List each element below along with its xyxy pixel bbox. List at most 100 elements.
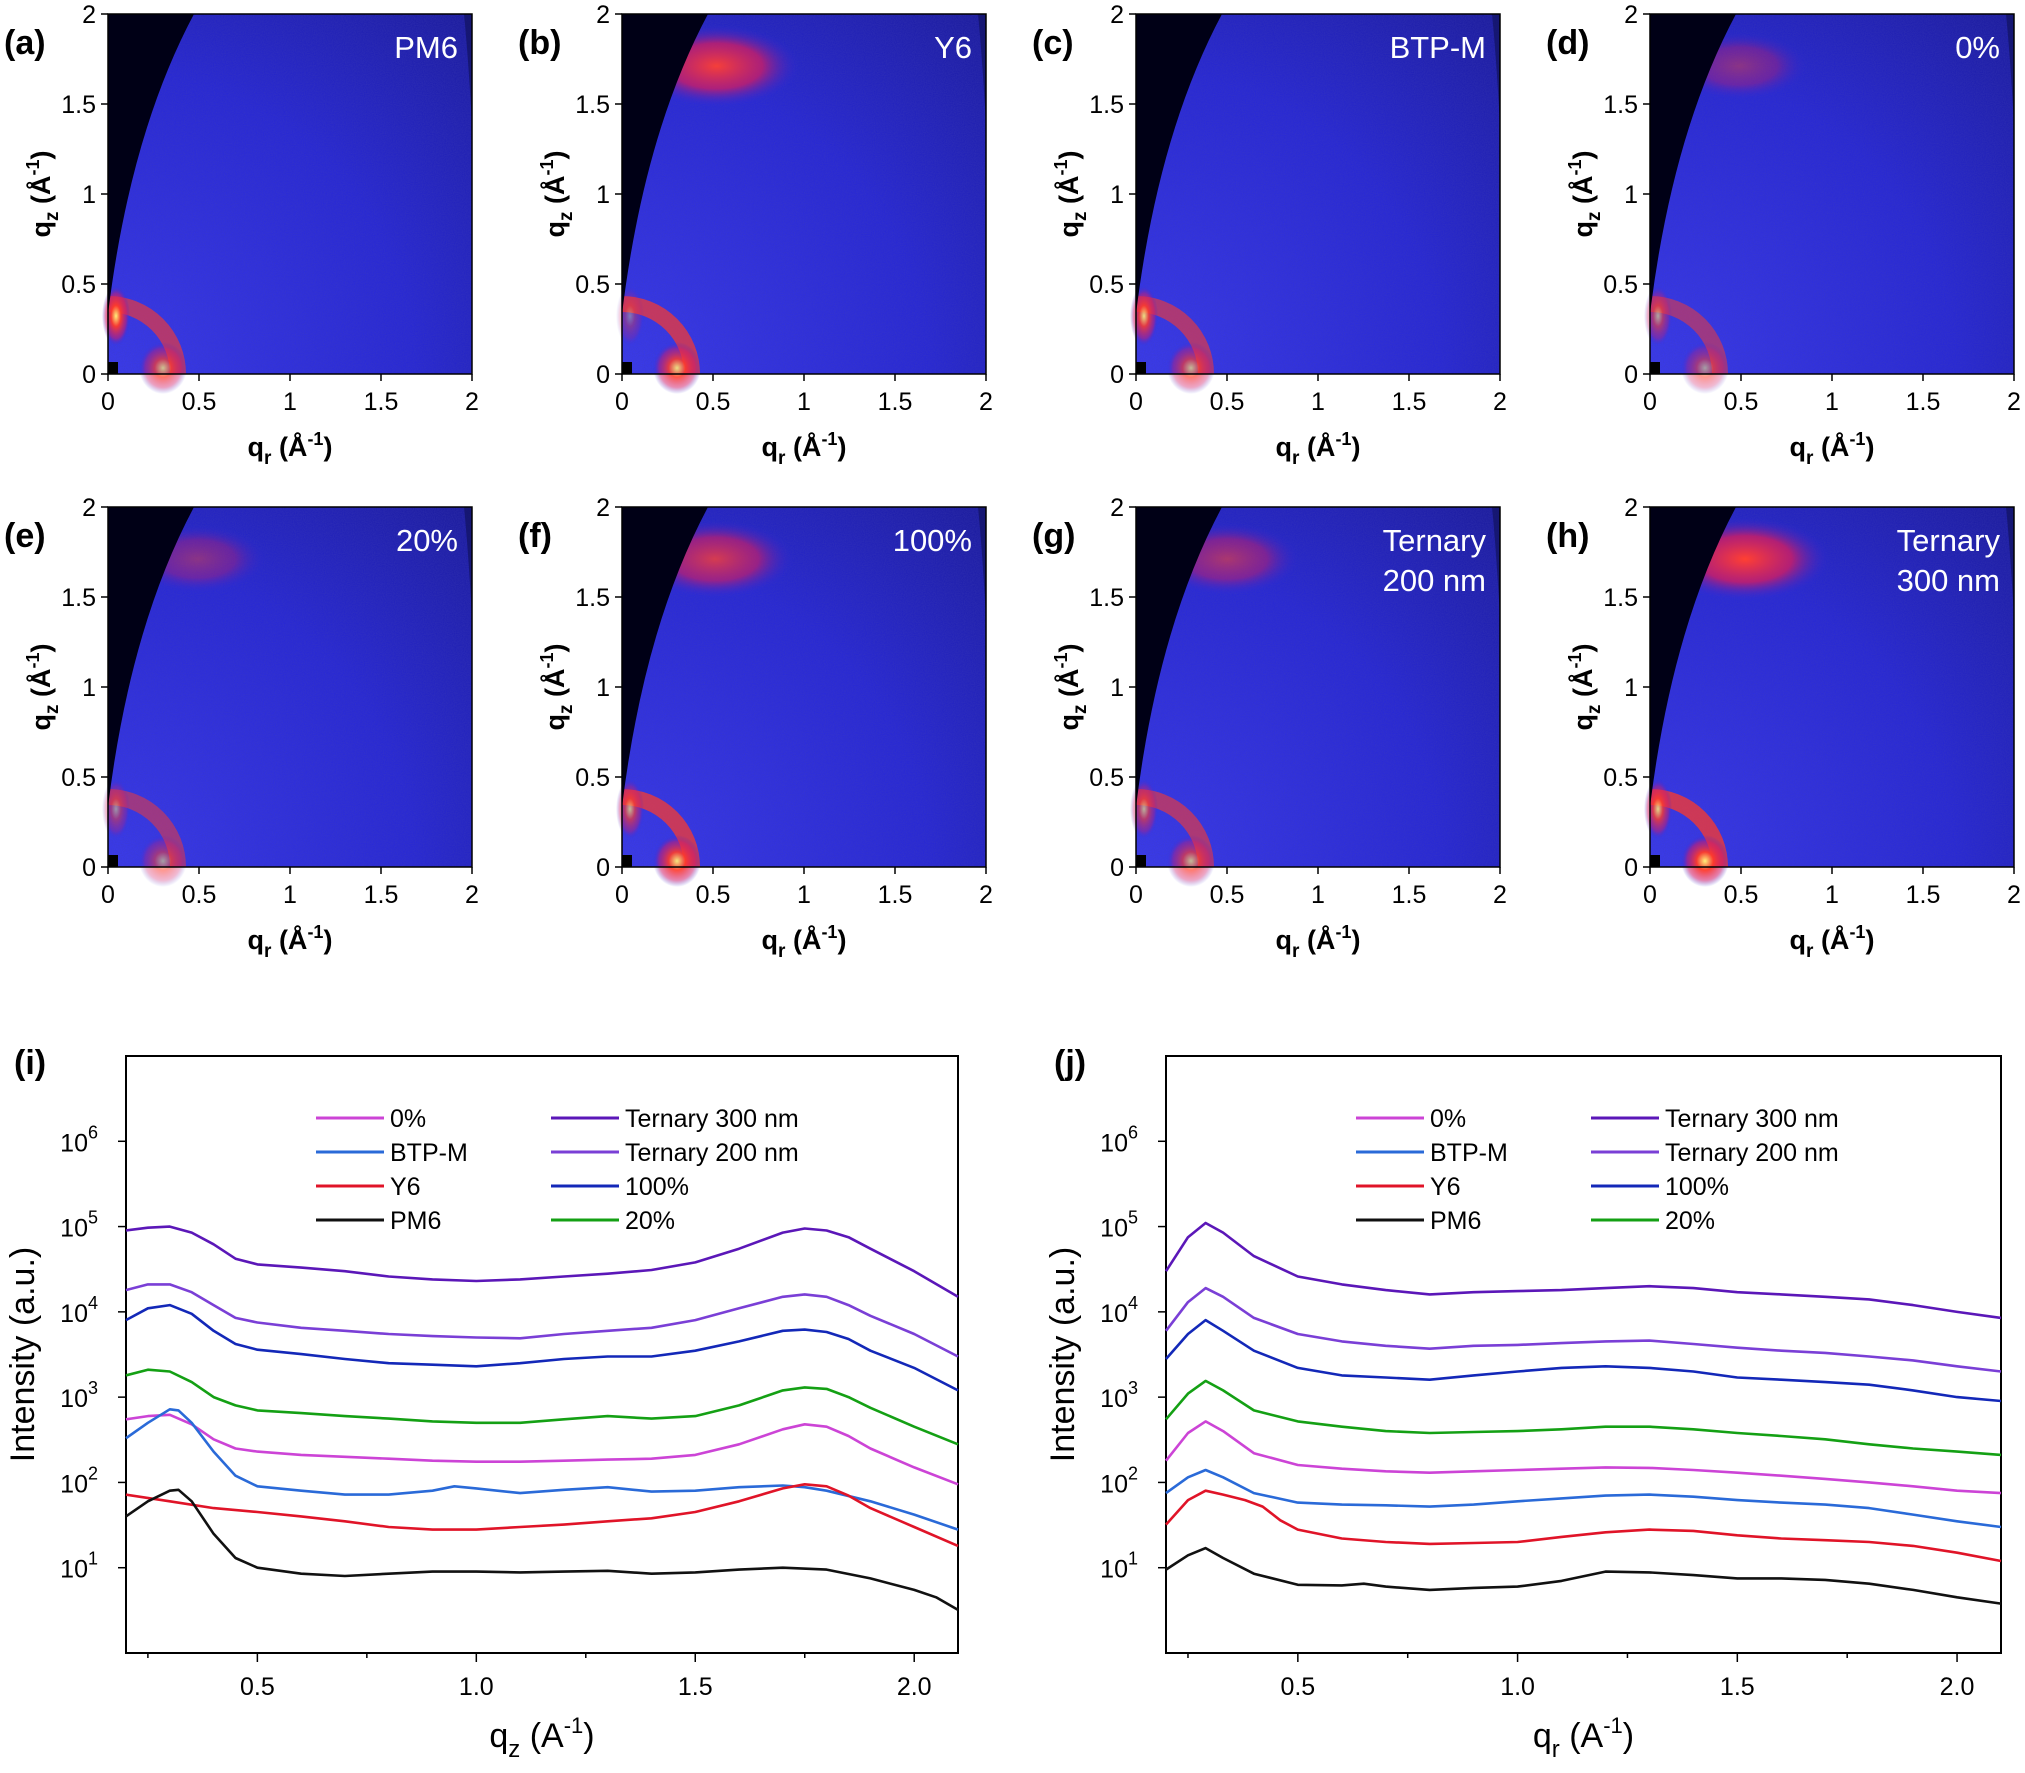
x-tick-label: 1.5 bbox=[1906, 388, 1941, 416]
sample-label: BTP-M bbox=[1390, 30, 1486, 65]
series-line-ternary-200-nm bbox=[1164, 1286, 2002, 1373]
panel-letter: (e) bbox=[4, 517, 46, 555]
line-chart-qz: 0.5 1.0 1.5 2.0 101 102 103 104 105 106 qz (A-1) In… bbox=[4, 1044, 959, 1763]
plot-frame bbox=[125, 1055, 959, 1654]
y-tick-label: 105 bbox=[60, 1208, 98, 1243]
y-tick-label: 101 bbox=[60, 1549, 98, 1584]
x-axis-title: qr (Å-1) bbox=[248, 922, 333, 962]
y-tick-label: 2 bbox=[596, 1, 610, 29]
y-tick-label: 0 bbox=[1624, 854, 1638, 882]
y-tick-label: 0.5 bbox=[61, 271, 96, 299]
legend: 0% BTP-M Y6 PM6 Ternary 300 nm Ternary 200 nm… bbox=[1356, 1105, 1839, 1235]
y-tick-label: 1.5 bbox=[1089, 91, 1124, 119]
y-tick-label: 2 bbox=[1624, 494, 1638, 522]
low-q-hotspot bbox=[616, 779, 644, 839]
legend-label: 100% bbox=[1665, 1173, 1729, 1201]
x-tick-label: 0 bbox=[615, 388, 629, 416]
map-panel-ternary-200-nm: Ternary 200 nm (g) 00 0.5 0.5 1 1 1.5 1.5 2 2 qr (Å-… bbox=[1032, 494, 1507, 962]
x-tick-label: 0.5 bbox=[182, 388, 217, 416]
legend-label: BTP-M bbox=[390, 1139, 468, 1167]
low-q-hotspot bbox=[616, 286, 644, 346]
y-tick-label: 0.5 bbox=[1603, 764, 1638, 792]
y-tick-label: 102 bbox=[60, 1463, 98, 1498]
y-tick-label: 1 bbox=[1624, 181, 1638, 209]
backbone-hotspot bbox=[1167, 835, 1215, 887]
y-tick-label: 1 bbox=[82, 674, 96, 702]
x-tick-label: 0.5 bbox=[240, 1673, 275, 1701]
x-tick-label: 1.5 bbox=[364, 881, 399, 909]
map-noise bbox=[108, 14, 472, 374]
y-tick-label: 2 bbox=[1110, 1, 1124, 29]
map-panel-100-: 100% (f) 00 0.5 0.5 1 1 1.5 1.5 2 2 qr (Å-1) qz (Å-1… bbox=[518, 494, 993, 962]
x-tick-label: 2.0 bbox=[1940, 1673, 1975, 1701]
low-q-hotspot bbox=[102, 286, 130, 346]
series-line-100- bbox=[125, 1303, 959, 1392]
map-panel-20-: 20% (e) 00 0.5 0.5 1 1 1.5 1.5 2 2 qr (Å-1) qz (Å-1) bbox=[4, 494, 479, 962]
low-q-hotspot bbox=[1130, 779, 1158, 839]
x-tick-label: 1.5 bbox=[678, 1673, 713, 1701]
corner-shade bbox=[464, 507, 472, 617]
y-axis-title: qz (Å-1) bbox=[537, 643, 577, 730]
sample-label: Ternary bbox=[1897, 523, 2001, 558]
legend-label: BTP-M bbox=[1430, 1139, 1508, 1167]
legend-label: PM6 bbox=[1430, 1207, 1481, 1235]
y-tick-label: 102 bbox=[1100, 1463, 1138, 1498]
missing-wedge bbox=[108, 14, 194, 314]
backbone-hotspot bbox=[1681, 835, 1729, 887]
x-tick-label: 1 bbox=[1311, 388, 1325, 416]
legend-label: 0% bbox=[1430, 1105, 1466, 1133]
series-line-btp-m bbox=[1165, 1468, 2002, 1529]
corner-shade bbox=[1492, 14, 1500, 124]
x-tick-label: 1.5 bbox=[878, 881, 913, 909]
legend-label: Y6 bbox=[1430, 1173, 1461, 1201]
x-tick-label: 2 bbox=[465, 881, 479, 909]
map-panel-y6: Y6 (b) 00 0.5 0.5 1 1 1.5 1.5 2 2 qr (Å-1) qz (Å-1) bbox=[518, 1, 993, 469]
x-tick-label: 0.5 bbox=[1280, 1673, 1315, 1701]
sample-label: 0% bbox=[1955, 30, 2000, 65]
y-tick-label: 2 bbox=[1624, 1, 1638, 29]
panel-letter: (a) bbox=[4, 24, 46, 62]
panel-letter: (b) bbox=[518, 24, 561, 62]
backbone-hotspot bbox=[653, 835, 701, 887]
y-axis-title: qz (Å-1) bbox=[1565, 150, 1605, 237]
missing-wedge bbox=[1136, 14, 1222, 314]
map-panel-0-: 0% (d) 00 0.5 0.5 1 1 1.5 1.5 2 2 qr (Å-1) qz (Å-1) bbox=[1546, 1, 2021, 469]
x-tick-label: 0 bbox=[1129, 881, 1143, 909]
beamstop bbox=[1136, 855, 1146, 867]
y-tick-label: 0.5 bbox=[1089, 271, 1124, 299]
x-axis-title: qr (Å-1) bbox=[1276, 429, 1361, 469]
map-panel-pm6: PM6 (a) 00 0.5 0.5 1 1 1.5 1.5 2 2 qr (Å-1) qz (Å-1) bbox=[4, 1, 479, 469]
legend-label: 0% bbox=[390, 1105, 426, 1133]
x-tick-label: 2 bbox=[2007, 881, 2021, 909]
missing-wedge bbox=[622, 14, 708, 314]
map-noise bbox=[1136, 14, 1500, 374]
legend-label: PM6 bbox=[390, 1207, 441, 1235]
series-line-20- bbox=[125, 1368, 959, 1446]
beamstop bbox=[108, 855, 118, 867]
y-axis-title: qz (Å-1) bbox=[1051, 150, 1091, 237]
y-tick-label: 104 bbox=[60, 1293, 98, 1328]
y-tick-label: 0 bbox=[1624, 361, 1638, 389]
x-tick-label: 0 bbox=[615, 881, 629, 909]
y-tick-label: 2 bbox=[596, 494, 610, 522]
series-line-ternary-300-nm bbox=[125, 1225, 959, 1298]
legend-label: Ternary 200 nm bbox=[1665, 1139, 1839, 1167]
y-tick-label: 2 bbox=[82, 494, 96, 522]
x-tick-label: 1 bbox=[1825, 388, 1839, 416]
y-tick-label: 1 bbox=[1110, 674, 1124, 702]
y-tick-label: 101 bbox=[1100, 1549, 1138, 1584]
backbone-hotspot bbox=[139, 835, 187, 887]
x-axis-title: qr (Å-1) bbox=[762, 429, 847, 469]
x-tick-label: 1.5 bbox=[1906, 881, 1941, 909]
y-tick-label: 0.5 bbox=[575, 764, 610, 792]
sample-label: Y6 bbox=[934, 30, 972, 65]
x-tick-label: 2 bbox=[1493, 881, 1507, 909]
x-tick-label: 1.5 bbox=[1720, 1673, 1755, 1701]
y-tick-label: 1.5 bbox=[575, 584, 610, 612]
y-tick-label: 0 bbox=[596, 361, 610, 389]
y-tick-label: 1.5 bbox=[61, 91, 96, 119]
y-tick-label: 0.5 bbox=[1603, 271, 1638, 299]
y-tick-label: 1.5 bbox=[575, 91, 610, 119]
line-chart-qr: 0.5 1.0 1.5 2.0 101 102 103 104 105 106 qr (A-1) In… bbox=[1044, 1044, 2002, 1763]
